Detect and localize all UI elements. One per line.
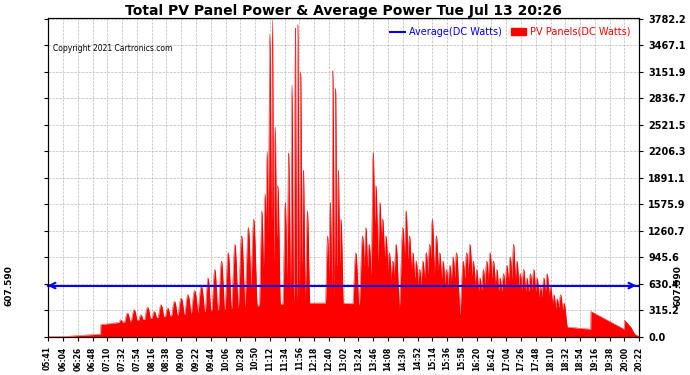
Legend: Average(DC Watts), PV Panels(DC Watts): Average(DC Watts), PV Panels(DC Watts) [386,23,634,41]
Text: 607.590: 607.590 [4,265,13,306]
Title: Total PV Panel Power & Average Power Tue Jul 13 20:26: Total PV Panel Power & Average Power Tue… [125,4,562,18]
Text: 607.590: 607.590 [673,265,682,306]
Text: Copyright 2021 Cartronics.com: Copyright 2021 Cartronics.com [53,44,173,53]
